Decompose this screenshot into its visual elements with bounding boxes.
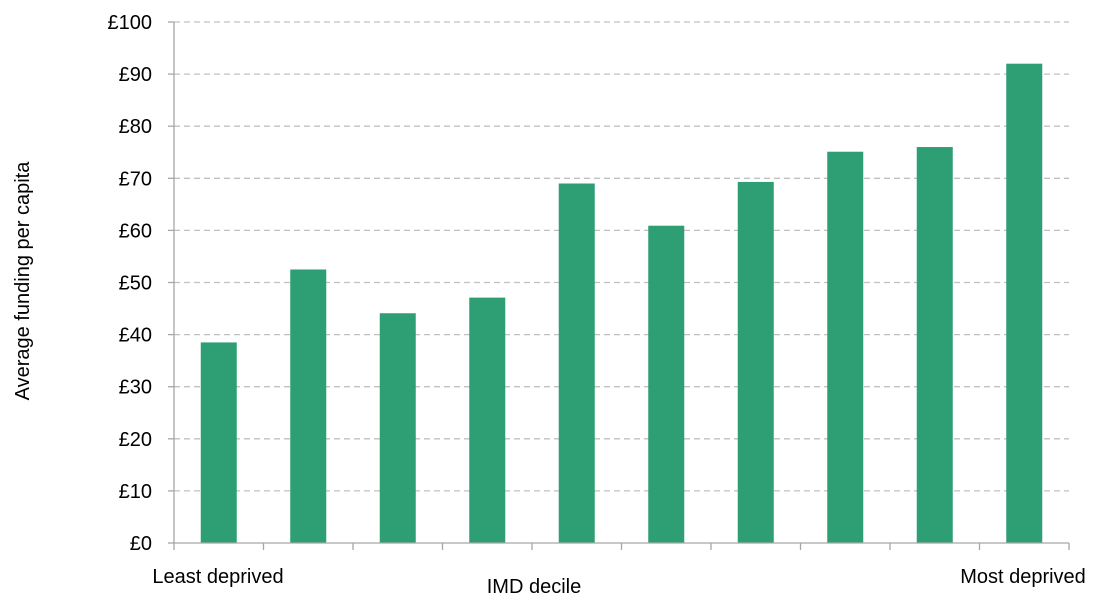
bar: [648, 225, 685, 543]
x-label-least-deprived: Least deprived: [152, 566, 283, 588]
y-tick-label: £30: [119, 377, 152, 399]
bar: [379, 313, 416, 543]
bar: [827, 151, 864, 543]
y-tick-label: £90: [119, 64, 152, 86]
bar: [558, 183, 595, 543]
y-tick-labels: £0 £10 £20 £30 £40 £50 £60 £70 £80 £90 £100: [108, 12, 153, 555]
bar: [469, 297, 506, 543]
bar: [290, 269, 327, 543]
y-axis-title: Average funding per capita: [12, 161, 34, 401]
y-tick-label: £80: [119, 116, 152, 138]
bar: [1006, 63, 1043, 544]
x-label-most-deprived: Most deprived: [960, 566, 1086, 588]
y-tick-label: £50: [119, 273, 152, 295]
y-tick-label: £100: [108, 12, 153, 34]
x-axis-title: IMD decile: [487, 576, 581, 598]
axes: [168, 21, 1070, 550]
y-tick-label: £10: [119, 481, 152, 503]
bar: [737, 181, 774, 543]
y-tick-label: £40: [119, 325, 152, 347]
y-tick-label: £70: [119, 168, 152, 190]
bar: [200, 342, 237, 543]
bar: [916, 147, 953, 544]
y-tick-label: £60: [119, 220, 152, 242]
y-tick-label: £20: [119, 429, 152, 451]
bars: [200, 63, 1043, 544]
y-tick-label: £0: [130, 533, 152, 555]
